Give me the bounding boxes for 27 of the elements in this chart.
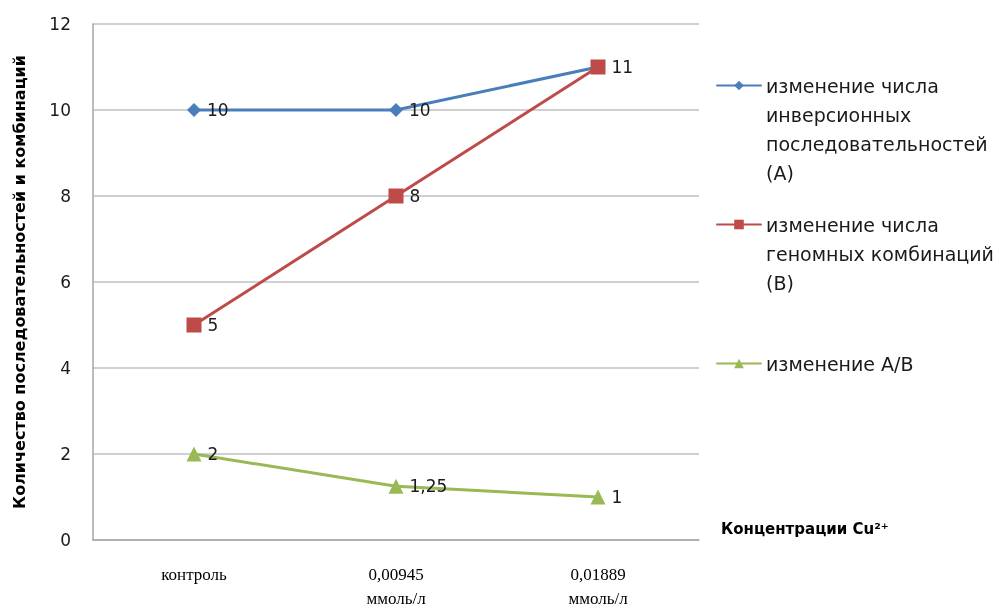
y-tick-label: 2 [60, 444, 71, 464]
y-tick-label: 0 [60, 530, 71, 550]
point [388, 478, 404, 494]
data-label: 5 [207, 315, 219, 335]
legend-label: изменение числа инверсионных последовательностей (А) [766, 74, 988, 184]
y-axis-title: Количество последовательностей и комбинаций [9, 55, 29, 509]
legend-label: изменение А/В [766, 352, 914, 375]
x-tick-label: 0,00945 ммоль/л [366, 564, 427, 606]
y-tick-label: 12 [49, 14, 71, 34]
point [590, 489, 606, 505]
y-tick-label: 10 [49, 100, 71, 120]
point [388, 188, 404, 204]
x-tick-label: контроль [161, 564, 228, 584]
x-axis-title: Концентрации Cu²⁺ [721, 519, 889, 538]
y-tick-label: 4 [60, 358, 71, 378]
legend-label: изменение числа геномных комбинаций (В) [766, 213, 994, 294]
x-tick-label: 0,01889 ммоль/л [568, 564, 629, 606]
point [186, 446, 202, 462]
data-label: 8 [409, 186, 421, 206]
data-label: 10 [409, 100, 431, 120]
point [186, 317, 202, 333]
point [389, 103, 403, 117]
data-label: 11 [611, 57, 634, 77]
y-tick-label: 6 [60, 272, 71, 292]
point [187, 103, 201, 117]
data-label: 1 [611, 487, 623, 507]
y-tick-label: 8 [60, 186, 71, 206]
